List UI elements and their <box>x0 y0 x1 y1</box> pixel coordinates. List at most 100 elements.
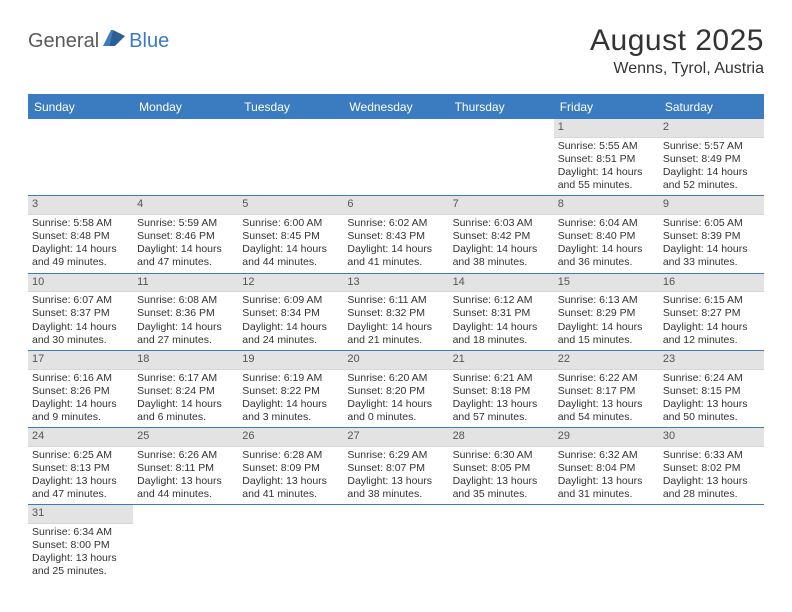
sunrise-text: Sunrise: 6:30 AM <box>453 449 550 462</box>
day-body: Sunrise: 6:12 AMSunset: 8:31 PMDaylight:… <box>449 292 554 350</box>
sunset-text: Sunset: 8:39 PM <box>663 230 760 243</box>
calendar-cell: 29Sunrise: 6:32 AMSunset: 8:04 PMDayligh… <box>554 428 659 504</box>
day-number: 11 <box>133 274 238 293</box>
calendar-cell <box>133 505 238 581</box>
weekday-header: Sunday Monday Tuesday Wednesday Thursday… <box>28 96 764 119</box>
day-body: Sunrise: 6:07 AMSunset: 8:37 PMDaylight:… <box>28 292 133 350</box>
daylight-text: Daylight: 13 hours and 57 minutes. <box>453 398 550 424</box>
calendar-cell: 6Sunrise: 6:02 AMSunset: 8:43 PMDaylight… <box>343 196 448 272</box>
weekday-thursday: Thursday <box>449 96 554 119</box>
calendar-week: 24Sunrise: 6:25 AMSunset: 8:13 PMDayligh… <box>28 428 764 505</box>
calendar-body: 1Sunrise: 5:55 AMSunset: 8:51 PMDaylight… <box>28 119 764 582</box>
day-number: 22 <box>554 351 659 370</box>
day-number: 26 <box>238 428 343 447</box>
sunset-text: Sunset: 8:49 PM <box>663 153 760 166</box>
daylight-text: Daylight: 14 hours and 15 minutes. <box>558 321 655 347</box>
calendar-cell: 25Sunrise: 6:26 AMSunset: 8:11 PMDayligh… <box>133 428 238 504</box>
day-number <box>238 119 343 137</box>
calendar-cell <box>343 505 448 581</box>
calendar-cell: 13Sunrise: 6:11 AMSunset: 8:32 PMDayligh… <box>343 274 448 350</box>
weekday-sunday: Sunday <box>28 96 133 119</box>
calendar-cell: 28Sunrise: 6:30 AMSunset: 8:05 PMDayligh… <box>449 428 554 504</box>
sunset-text: Sunset: 8:32 PM <box>347 307 444 320</box>
calendar-cell: 11Sunrise: 6:08 AMSunset: 8:36 PMDayligh… <box>133 274 238 350</box>
day-number: 4 <box>133 196 238 215</box>
daylight-text: Daylight: 13 hours and 35 minutes. <box>453 475 550 501</box>
sunset-text: Sunset: 8:24 PM <box>137 385 234 398</box>
sunrise-text: Sunrise: 6:28 AM <box>242 449 339 462</box>
calendar-cell: 20Sunrise: 6:20 AMSunset: 8:20 PMDayligh… <box>343 351 448 427</box>
calendar-cell <box>449 119 554 195</box>
day-body: Sunrise: 5:55 AMSunset: 8:51 PMDaylight:… <box>554 138 659 196</box>
day-body: Sunrise: 6:03 AMSunset: 8:42 PMDaylight:… <box>449 215 554 273</box>
calendar-cell: 21Sunrise: 6:21 AMSunset: 8:18 PMDayligh… <box>449 351 554 427</box>
day-number: 6 <box>343 196 448 215</box>
calendar-cell: 14Sunrise: 6:12 AMSunset: 8:31 PMDayligh… <box>449 274 554 350</box>
weekday-friday: Friday <box>554 96 659 119</box>
day-number: 2 <box>659 119 764 138</box>
sunrise-text: Sunrise: 6:08 AM <box>137 294 234 307</box>
daylight-text: Daylight: 13 hours and 25 minutes. <box>32 552 129 578</box>
day-number: 14 <box>449 274 554 293</box>
day-number: 19 <box>238 351 343 370</box>
sunrise-text: Sunrise: 6:22 AM <box>558 372 655 385</box>
daylight-text: Daylight: 13 hours and 54 minutes. <box>558 398 655 424</box>
calendar-week: 31Sunrise: 6:34 AMSunset: 8:00 PMDayligh… <box>28 505 764 581</box>
daylight-text: Daylight: 14 hours and 30 minutes. <box>32 321 129 347</box>
calendar-cell: 19Sunrise: 6:19 AMSunset: 8:22 PMDayligh… <box>238 351 343 427</box>
day-body: Sunrise: 6:13 AMSunset: 8:29 PMDaylight:… <box>554 292 659 350</box>
daylight-text: Daylight: 14 hours and 47 minutes. <box>137 243 234 269</box>
day-number: 20 <box>343 351 448 370</box>
day-body: Sunrise: 5:57 AMSunset: 8:49 PMDaylight:… <box>659 138 764 196</box>
sunrise-text: Sunrise: 5:55 AM <box>558 140 655 153</box>
day-number: 9 <box>659 196 764 215</box>
sunrise-text: Sunrise: 5:57 AM <box>663 140 760 153</box>
day-body: Sunrise: 6:16 AMSunset: 8:26 PMDaylight:… <box>28 370 133 428</box>
calendar-cell: 22Sunrise: 6:22 AMSunset: 8:17 PMDayligh… <box>554 351 659 427</box>
sunrise-text: Sunrise: 6:09 AM <box>242 294 339 307</box>
sunset-text: Sunset: 8:07 PM <box>347 462 444 475</box>
daylight-text: Daylight: 14 hours and 55 minutes. <box>558 166 655 192</box>
day-body: Sunrise: 6:32 AMSunset: 8:04 PMDaylight:… <box>554 447 659 505</box>
calendar-cell: 16Sunrise: 6:15 AMSunset: 8:27 PMDayligh… <box>659 274 764 350</box>
daylight-text: Daylight: 13 hours and 47 minutes. <box>32 475 129 501</box>
calendar-cell: 23Sunrise: 6:24 AMSunset: 8:15 PMDayligh… <box>659 351 764 427</box>
calendar-cell <box>343 119 448 195</box>
daylight-text: Daylight: 14 hours and 36 minutes. <box>558 243 655 269</box>
calendar-cell: 9Sunrise: 6:05 AMSunset: 8:39 PMDaylight… <box>659 196 764 272</box>
day-body: Sunrise: 6:15 AMSunset: 8:27 PMDaylight:… <box>659 292 764 350</box>
daylight-text: Daylight: 14 hours and 9 minutes. <box>32 398 129 424</box>
day-body: Sunrise: 5:59 AMSunset: 8:46 PMDaylight:… <box>133 215 238 273</box>
calendar-cell <box>238 119 343 195</box>
calendar-cell <box>133 119 238 195</box>
sunset-text: Sunset: 8:00 PM <box>32 539 129 552</box>
calendar-cell <box>449 505 554 581</box>
daylight-text: Daylight: 14 hours and 41 minutes. <box>347 243 444 269</box>
sunrise-text: Sunrise: 6:05 AM <box>663 217 760 230</box>
sunrise-text: Sunrise: 6:20 AM <box>347 372 444 385</box>
sunset-text: Sunset: 8:48 PM <box>32 230 129 243</box>
sunset-text: Sunset: 8:02 PM <box>663 462 760 475</box>
calendar-week: 10Sunrise: 6:07 AMSunset: 8:37 PMDayligh… <box>28 274 764 351</box>
day-body: Sunrise: 6:29 AMSunset: 8:07 PMDaylight:… <box>343 447 448 505</box>
day-number: 24 <box>28 428 133 447</box>
sunrise-text: Sunrise: 6:19 AM <box>242 372 339 385</box>
daylight-text: Daylight: 13 hours and 31 minutes. <box>558 475 655 501</box>
day-number: 8 <box>554 196 659 215</box>
day-number: 25 <box>133 428 238 447</box>
day-body: Sunrise: 6:28 AMSunset: 8:09 PMDaylight:… <box>238 447 343 505</box>
calendar-cell: 4Sunrise: 5:59 AMSunset: 8:46 PMDaylight… <box>133 196 238 272</box>
sunrise-text: Sunrise: 6:16 AM <box>32 372 129 385</box>
day-body: Sunrise: 6:05 AMSunset: 8:39 PMDaylight:… <box>659 215 764 273</box>
calendar-cell: 1Sunrise: 5:55 AMSunset: 8:51 PMDaylight… <box>554 119 659 195</box>
day-body: Sunrise: 6:25 AMSunset: 8:13 PMDaylight:… <box>28 447 133 505</box>
sunset-text: Sunset: 8:46 PM <box>137 230 234 243</box>
day-number: 16 <box>659 274 764 293</box>
daylight-text: Daylight: 14 hours and 52 minutes. <box>663 166 760 192</box>
sunrise-text: Sunrise: 6:03 AM <box>453 217 550 230</box>
calendar-cell: 15Sunrise: 6:13 AMSunset: 8:29 PMDayligh… <box>554 274 659 350</box>
daylight-text: Daylight: 14 hours and 6 minutes. <box>137 398 234 424</box>
daylight-text: Daylight: 14 hours and 44 minutes. <box>242 243 339 269</box>
day-body: Sunrise: 6:24 AMSunset: 8:15 PMDaylight:… <box>659 370 764 428</box>
day-number: 3 <box>28 196 133 215</box>
